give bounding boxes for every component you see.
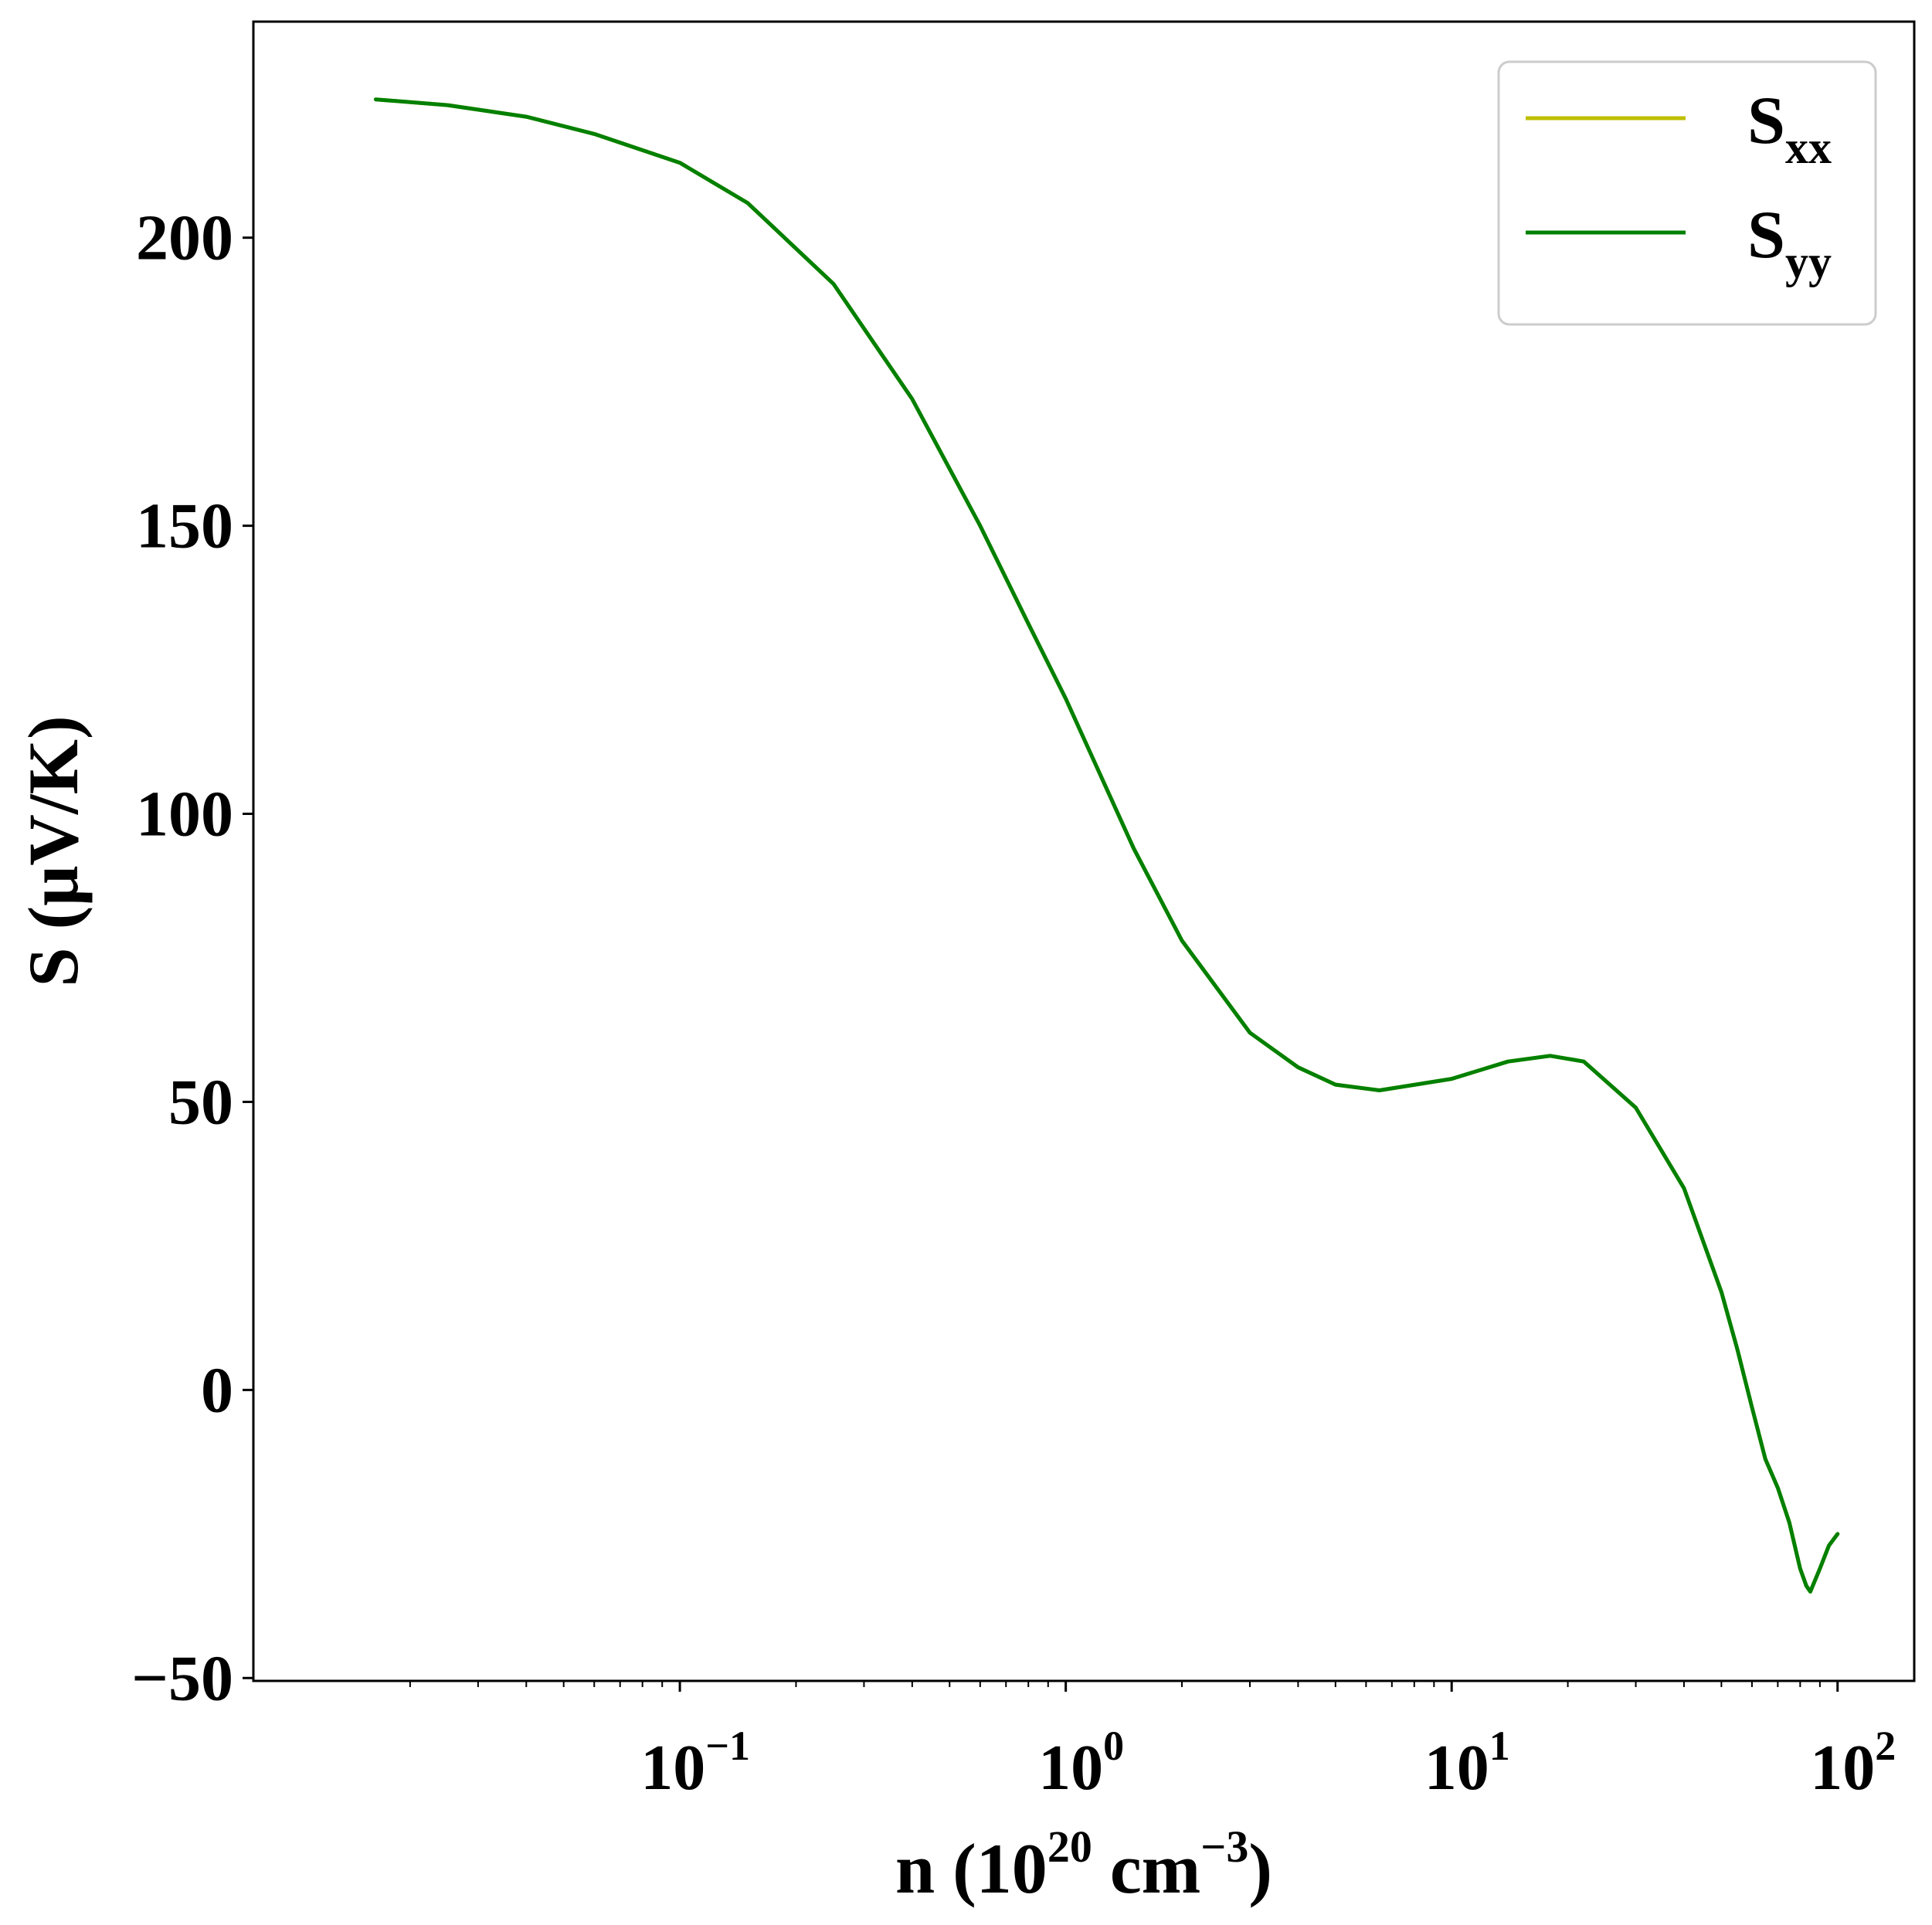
legend-label-syy-main: S	[1747, 198, 1785, 273]
legend-label-sxx-main: S	[1747, 83, 1785, 158]
x-tick-label-base: 10	[1810, 1732, 1875, 1804]
x-axis-label-exp1: 20	[1047, 1821, 1092, 1872]
y-tick-label: 200	[136, 202, 233, 274]
y-tick-label: 0	[201, 1354, 233, 1426]
x-tick-label-base: 10	[1038, 1732, 1103, 1804]
legend-label-syy-sub: yy	[1785, 236, 1832, 287]
legend-label-sxx: Sxx	[1747, 83, 1832, 173]
y-tick-label: −50	[131, 1642, 233, 1714]
y-tick-label: 100	[136, 779, 233, 850]
x-tick-label-base: 10	[640, 1732, 705, 1804]
x-tick-label-exponent: 0	[1103, 1723, 1124, 1769]
legend: Sxx Syy	[1497, 60, 1877, 326]
x-tick-label-exponent: −1	[705, 1723, 750, 1769]
legend-box	[1497, 60, 1877, 326]
x-tick-label: 102	[1810, 1723, 1896, 1804]
x-axis-label-prefix: n (10	[895, 1829, 1047, 1908]
x-axis-ticks: 10−1 100 101 102	[409, 1681, 1896, 1804]
x-axis-label-mid: cm	[1092, 1829, 1200, 1908]
y-tick-label: 150	[136, 491, 233, 562]
legend-label-syy: Syy	[1747, 198, 1832, 287]
x-tick-label: 100	[1038, 1723, 1124, 1804]
x-tick-label: 10−1	[640, 1723, 750, 1804]
x-axis-label-exp2: −3	[1200, 1821, 1248, 1872]
x-axis-label-suffix: )	[1248, 1829, 1272, 1908]
series-line-Syy	[374, 97, 1840, 1594]
x-tick-label-exponent: 2	[1875, 1723, 1896, 1769]
y-tick-label: 50	[168, 1066, 233, 1138]
x-tick-label: 101	[1424, 1723, 1510, 1804]
x-axis-label: n (1020 cm−3)	[895, 1821, 1272, 1908]
y-axis-label: S (μV/K)	[14, 715, 93, 986]
legend-label-sxx-sub: xx	[1785, 122, 1832, 173]
x-tick-label-exponent: 1	[1489, 1723, 1510, 1769]
plot-series	[374, 97, 1840, 1594]
y-axis-ticks: −50 0 50 100 150 200	[131, 202, 253, 1714]
plot-frame	[252, 20, 1916, 1682]
x-tick-label-base: 10	[1424, 1732, 1489, 1804]
